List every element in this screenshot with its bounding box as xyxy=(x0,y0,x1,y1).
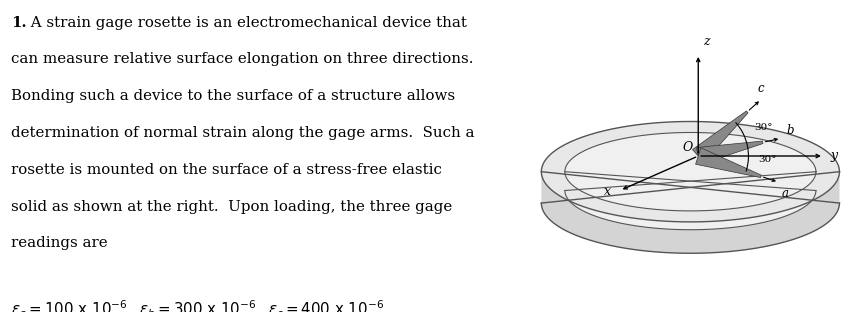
Text: determination of normal strain along the gage arms.  Such a: determination of normal strain along the… xyxy=(11,126,475,140)
Text: A strain gage rosette is an electromechanical device that: A strain gage rosette is an electromecha… xyxy=(26,16,467,30)
Text: 1.: 1. xyxy=(11,16,27,30)
Text: c: c xyxy=(758,82,765,95)
Polygon shape xyxy=(696,141,763,164)
Text: $\varepsilon_a = 100\ \mathrm{x}\ 10^{-6},\ \varepsilon_b = 300\ \mathrm{x}\ 10^: $\varepsilon_a = 100\ \mathrm{x}\ 10^{-6… xyxy=(11,299,384,312)
Polygon shape xyxy=(692,111,748,163)
Polygon shape xyxy=(565,133,816,230)
Text: b: b xyxy=(787,124,794,137)
Text: can measure relative surface elongation on three directions.: can measure relative surface elongation … xyxy=(11,52,474,66)
Text: Bonding such a device to the surface of a structure allows: Bonding such a device to the surface of … xyxy=(11,89,455,103)
Text: rosette is mounted on the surface of a stress-free elastic: rosette is mounted on the surface of a s… xyxy=(11,163,442,177)
Polygon shape xyxy=(541,121,840,222)
Text: O: O xyxy=(683,141,693,154)
Text: 30°: 30° xyxy=(758,155,777,163)
Text: solid as shown at the right.  Upon loading, the three gage: solid as shown at the right. Upon loadin… xyxy=(11,200,452,214)
Text: z: z xyxy=(703,35,709,48)
Text: a: a xyxy=(782,187,789,200)
Text: x: x xyxy=(604,185,611,198)
Polygon shape xyxy=(541,121,840,253)
Text: readings are: readings are xyxy=(11,236,108,251)
Text: 30°: 30° xyxy=(754,123,772,132)
Polygon shape xyxy=(696,148,761,178)
Text: y: y xyxy=(830,149,837,163)
